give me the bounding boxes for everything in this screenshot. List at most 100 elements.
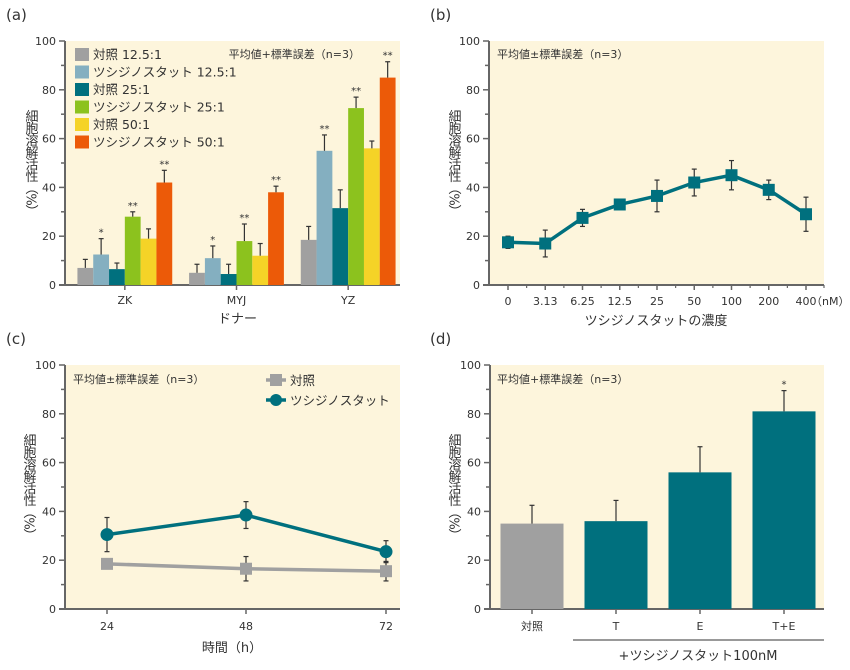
data-point-square	[800, 208, 812, 221]
y-tick-label: 80	[467, 408, 481, 421]
legend-label: 対照 25:1	[93, 82, 150, 97]
x-tick-label: 対照	[521, 619, 543, 633]
data-point-square	[762, 183, 775, 196]
bar	[252, 255, 269, 285]
stats-note: 平均値+標準誤差（n=3）	[229, 47, 360, 61]
x-tick-label: 400	[796, 295, 817, 308]
significance-mark: *	[782, 380, 787, 391]
data-point-square	[651, 189, 663, 202]
legend-swatch	[75, 135, 89, 149]
legend-label: ツシジノスタット 50:1	[93, 135, 225, 150]
panel-b: (b) 0 20 40 60 80 100 細胞溶解活性（%） 0 3.13 6.25 12.5 25 5…	[430, 6, 849, 329]
bar	[584, 521, 648, 609]
bar	[752, 411, 816, 609]
y-axis-title: 細胞溶解活性（%）	[446, 109, 462, 216]
bar	[93, 254, 110, 285]
panel-a: (a)020406080100細胞溶解活性（%）*****ZK*****MYJ*…	[6, 6, 400, 327]
x-tick-label: ZK	[117, 294, 133, 307]
data-point-square	[576, 211, 589, 224]
bar	[140, 238, 157, 285]
significance-mark: **	[128, 201, 138, 212]
legend-label: 対照	[290, 373, 315, 388]
y-tick-label: 80	[466, 84, 480, 97]
y-tick-label: 100	[35, 35, 56, 48]
x-tick-label: 48	[239, 620, 253, 633]
x-axis-title: ツシジノスタットの濃度	[585, 313, 728, 329]
data-point-circle	[239, 508, 253, 522]
x-tick-label: 0	[505, 295, 512, 308]
significance-mark: **	[319, 124, 329, 135]
significance-mark: *	[99, 228, 104, 239]
bar	[348, 108, 364, 285]
bar	[268, 192, 284, 285]
significance-mark: **	[351, 86, 361, 97]
legend-swatch	[75, 83, 89, 96]
data-point-square	[725, 169, 738, 182]
y-tick-label: 80	[42, 408, 56, 421]
bar	[156, 182, 173, 285]
data-point-square	[539, 237, 552, 250]
y-tick-label: 0	[473, 279, 480, 292]
bar	[332, 208, 349, 285]
y-tick-label: 60	[467, 457, 481, 470]
y-tick-label: 40	[466, 181, 480, 194]
x-tick-label: 100	[721, 295, 742, 308]
bar	[220, 274, 237, 285]
y-tick-label: 60	[466, 133, 480, 146]
y-tick-label: 0	[49, 603, 56, 616]
data-point-square	[688, 176, 701, 189]
x-tick-label: T+E	[772, 620, 796, 633]
x-axis-title: 時間（h）	[202, 641, 262, 656]
legend-label: ツシジノスタット 25:1	[93, 100, 225, 115]
x-tick-label: MYJ	[227, 294, 246, 307]
legend-swatch	[75, 65, 89, 79]
legend-swatch	[75, 100, 89, 114]
x-tick-label: 3.13	[533, 295, 558, 308]
y-tick-label: 20	[466, 230, 480, 243]
data-point-square	[240, 562, 252, 575]
y-tick-label: 20	[42, 554, 56, 567]
panel-label: (a)	[6, 6, 27, 24]
data-point-square	[380, 565, 392, 578]
x-tick-label: 12.5	[608, 295, 633, 308]
panel-d: (d) 0 20 40 60 80 100 細胞溶解活性（%） 対照 T E * T+E +ツシジノスタッ…	[430, 330, 824, 664]
bar	[236, 241, 253, 285]
x-tick-label: 200	[758, 295, 779, 308]
data-point-square	[613, 198, 626, 211]
bar	[379, 77, 396, 285]
y-tick-label: 100	[35, 359, 56, 372]
y-tick-label: 40	[42, 181, 56, 194]
x-tick-label: E	[697, 620, 704, 633]
legend-label: 対照 12.5:1	[93, 47, 162, 62]
y-tick-label: 20	[42, 230, 56, 243]
x-unit-label: （nM）	[811, 295, 849, 308]
legend-label: ツシジノスタット	[290, 393, 390, 408]
legend-marker-circle	[270, 394, 282, 406]
data-point-square	[101, 557, 113, 570]
bar	[500, 523, 564, 609]
data-point-square	[502, 236, 514, 249]
x-tick-label: 50	[687, 295, 701, 308]
bar	[77, 267, 94, 285]
data-point-circle	[379, 545, 393, 559]
stats-note: 平均値+標準誤差（n=3）	[497, 372, 628, 386]
legend-swatch	[75, 48, 89, 61]
x-axis-title: +ツシジノスタット100nM	[619, 649, 778, 664]
legend-swatch	[75, 118, 89, 131]
y-tick-label: 80	[42, 84, 56, 97]
panel-c: (c) 0 20 40 60 80 100 細胞溶解活性（%） 24 48 72 時間（h） 平均値±標…	[6, 330, 400, 656]
y-axis-title: 細胞溶解活性（%）	[446, 433, 462, 540]
significance-mark: *	[210, 235, 215, 246]
x-tick-label: 24	[100, 620, 114, 633]
y-tick-label: 100	[460, 359, 481, 372]
panel-label: (c)	[6, 330, 26, 348]
y-tick-label: 0	[49, 279, 56, 292]
y-tick-label: 40	[42, 505, 56, 518]
bar	[109, 269, 125, 285]
bar	[124, 216, 141, 285]
y-tick-label: 100	[459, 35, 480, 48]
x-tick-label: T	[612, 620, 620, 633]
y-tick-label: 0	[474, 603, 481, 616]
x-tick-label: 25	[650, 295, 664, 308]
